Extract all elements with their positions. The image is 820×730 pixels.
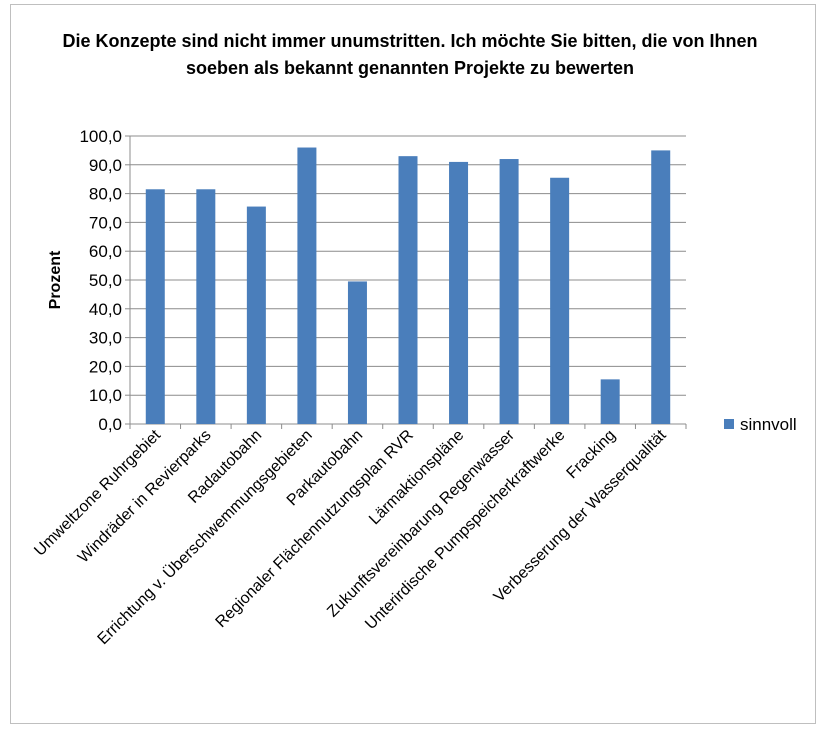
bar (550, 177, 570, 424)
bar (499, 159, 519, 425)
x-category-label: Zukunftsvereinbarung Regenwasser (324, 426, 518, 620)
y-tick-label: 50,0 (89, 271, 122, 290)
y-tick-label: 70,0 (89, 213, 122, 232)
y-tick-label: 80,0 (89, 185, 122, 204)
legend-label: sinnvoll (740, 415, 797, 434)
y-tick-label: 60,0 (89, 242, 122, 261)
y-tick-label: 90,0 (89, 156, 122, 175)
bar (347, 281, 367, 424)
bar (145, 189, 165, 424)
bar (297, 147, 317, 424)
bar (398, 156, 418, 424)
bar (246, 206, 266, 424)
y-tick-label: 20,0 (89, 357, 122, 376)
y-tick-label: 40,0 (89, 300, 122, 319)
bar (196, 189, 216, 424)
y-tick-label: 100,0 (79, 127, 122, 146)
bar (600, 379, 620, 424)
y-tick-label: 10,0 (89, 386, 122, 405)
chart-title: Die Konzepte sind nicht immer unumstritt… (62, 31, 758, 78)
y-tick-label: 0,0 (98, 415, 122, 434)
x-category-label: Lärmaktionspläne (366, 427, 467, 528)
legend-swatch (724, 419, 734, 429)
y-tick-label: 30,0 (89, 329, 122, 348)
y-axis-label: Prozent (47, 250, 64, 309)
bar (651, 150, 671, 424)
bar (449, 161, 469, 425)
